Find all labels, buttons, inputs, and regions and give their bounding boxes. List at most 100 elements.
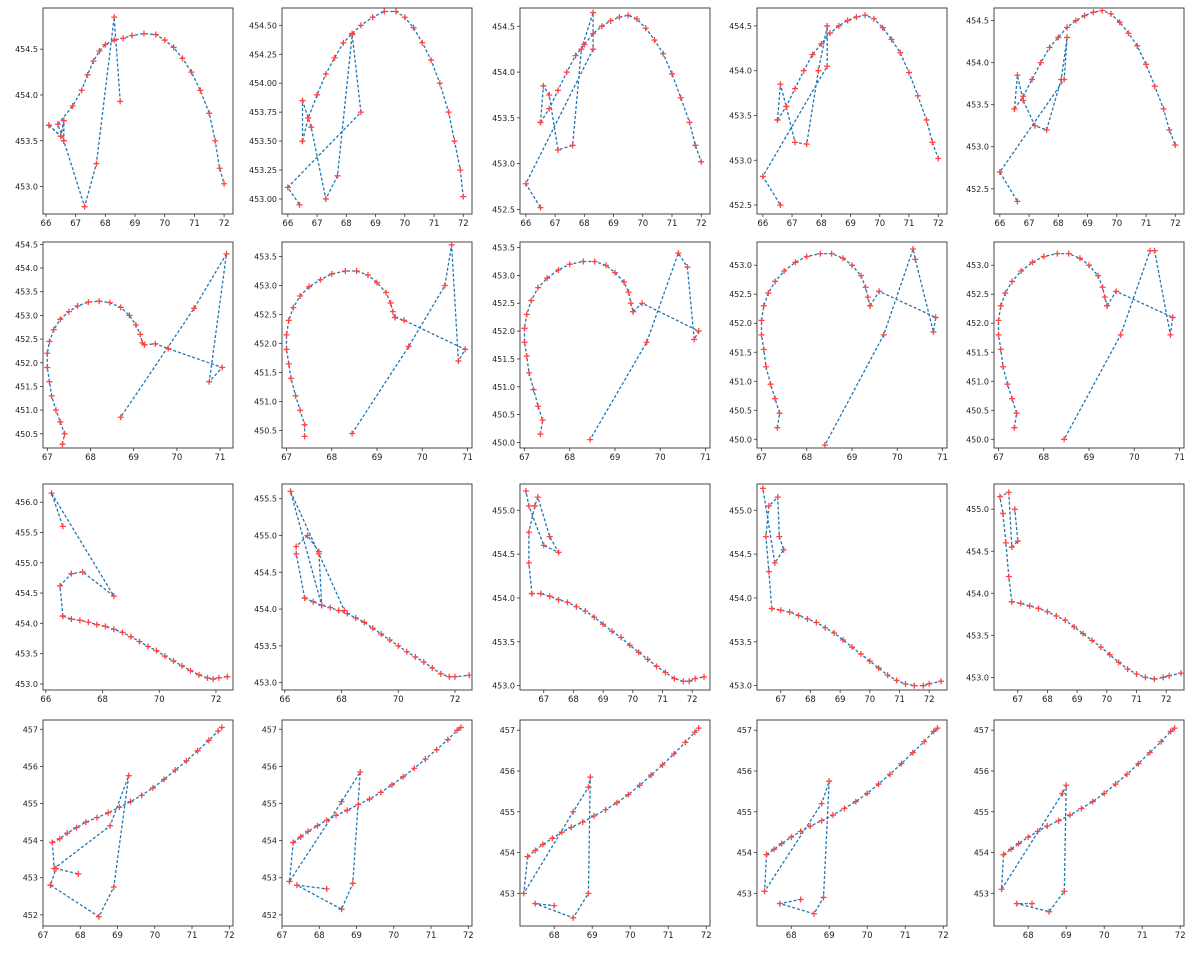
x-tick-label: 69	[835, 695, 846, 705]
data-point	[290, 304, 297, 311]
data-point	[323, 817, 330, 824]
data-point	[1116, 19, 1123, 26]
data-point	[525, 502, 532, 509]
y-tick-label: 454	[262, 837, 277, 846]
data-point	[290, 839, 297, 846]
data-point	[117, 414, 124, 421]
data-point	[1014, 198, 1021, 205]
x-tick-label: 68	[100, 219, 111, 229]
y-tick-label: 452.0	[254, 340, 277, 349]
x-tick-label: 68	[805, 695, 816, 705]
data-point	[377, 789, 384, 796]
data-point	[1061, 76, 1068, 83]
data-point	[1117, 331, 1124, 338]
x-tick-label: 68	[801, 453, 812, 463]
data-point	[760, 346, 767, 353]
data-point	[221, 180, 228, 187]
data-point	[762, 533, 769, 540]
data-point	[1064, 34, 1071, 41]
plot-frame	[993, 719, 1185, 927]
data-point	[1099, 7, 1106, 14]
data-point	[613, 799, 620, 806]
x-tick-label: 67	[538, 695, 549, 705]
x-tick-label: 69	[598, 695, 609, 705]
data-point	[1043, 126, 1050, 133]
data-point	[540, 542, 547, 549]
plot-frame	[756, 241, 948, 449]
data-point	[824, 22, 831, 29]
y-tick-label: 451.0	[966, 377, 989, 386]
y-tick-label: 453.0	[966, 673, 989, 682]
data-point	[862, 12, 869, 19]
data-point	[444, 736, 451, 743]
data-point	[1113, 288, 1120, 295]
data-point	[286, 878, 293, 885]
data-point	[912, 256, 919, 263]
data-point	[73, 824, 80, 831]
x-tick-label: 72	[458, 219, 469, 229]
data-point	[56, 835, 63, 842]
data-point	[85, 299, 92, 306]
data-point	[75, 871, 82, 878]
data-point	[297, 292, 304, 299]
y-tick-label: 455.5	[254, 495, 277, 504]
data-point	[1064, 24, 1071, 31]
data-point	[1046, 44, 1053, 51]
data-point	[105, 809, 112, 816]
data-point	[866, 658, 873, 665]
y-tick-label: 454	[23, 837, 38, 846]
x-tick-label: 71	[937, 453, 948, 463]
x-tick-label: 72	[1161, 695, 1172, 705]
data-point	[206, 110, 213, 117]
data-point	[523, 353, 530, 360]
data-point	[353, 268, 360, 275]
data-point	[938, 678, 945, 685]
data-point	[1090, 9, 1097, 16]
trajectory-line-0	[292, 726, 462, 844]
data-point	[590, 46, 597, 53]
x-tick-label: 68	[579, 219, 590, 229]
data-point	[223, 250, 230, 257]
data-point	[759, 485, 766, 492]
data-point	[284, 184, 291, 191]
data-point	[546, 533, 553, 540]
data-point	[361, 619, 368, 626]
data-point	[331, 54, 338, 61]
data-point	[535, 284, 542, 291]
data-point	[909, 749, 916, 756]
data-point	[1088, 637, 1095, 644]
y-tick-label: 450.0	[729, 435, 752, 444]
y-tick-label: 453.5	[729, 111, 752, 120]
data-point	[831, 630, 838, 637]
data-point	[117, 304, 124, 311]
data-point	[369, 625, 376, 632]
data-point	[1133, 671, 1140, 678]
data-point	[170, 44, 177, 51]
data-point	[887, 771, 893, 778]
data-point	[206, 378, 213, 385]
x-tick-label: 71	[894, 695, 905, 705]
data-point	[815, 67, 822, 74]
data-point	[215, 728, 222, 735]
x-tick-label: 72	[696, 219, 707, 229]
data-point	[765, 290, 772, 297]
y-tick-label: 452.5	[729, 201, 752, 210]
data-point	[1124, 771, 1130, 778]
plot-frame	[756, 483, 948, 691]
y-tick-label: 453.0	[729, 156, 752, 165]
x-tick-label: 66	[520, 219, 531, 229]
x-tick-label: 70	[625, 931, 636, 941]
data-point	[349, 880, 356, 887]
y-tick-label: 456.0	[15, 498, 38, 507]
y-tick-label: 456	[23, 762, 38, 771]
data-point	[57, 418, 64, 425]
y-tick-label: 453.5	[729, 638, 752, 647]
x-tick-label: 67	[312, 219, 323, 229]
data-point	[867, 302, 874, 309]
data-point	[996, 168, 1003, 175]
x-tick-label: 69	[128, 453, 139, 463]
data-point	[126, 312, 133, 319]
y-tick-label: 454	[737, 849, 752, 858]
data-point	[546, 105, 553, 112]
x-tick-label: 72	[924, 695, 935, 705]
